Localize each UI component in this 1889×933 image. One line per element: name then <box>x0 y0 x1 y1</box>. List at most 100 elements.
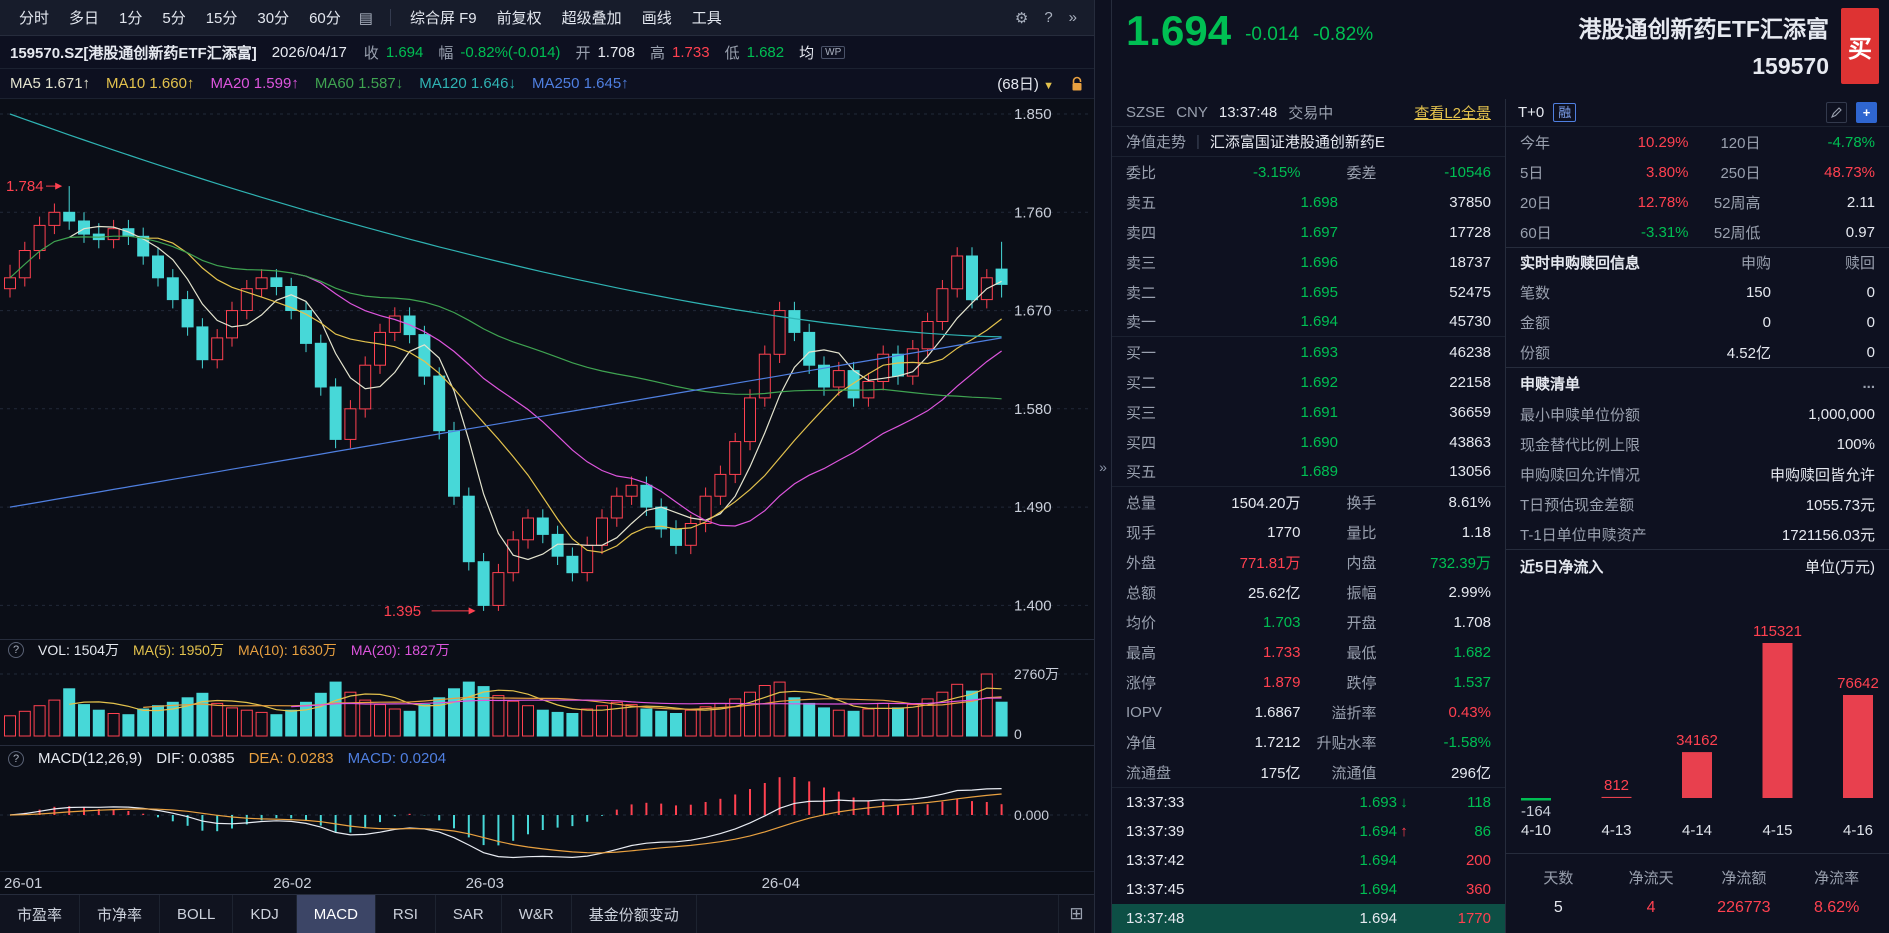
margin-badge[interactable]: 融 <box>1553 103 1577 122</box>
bid-row[interactable]: 买一 1.693 46238 <box>1112 337 1505 367</box>
flow-summary-table: 天数 净流天 净流额 净流率 5 4 226773 8.62% <box>1506 853 1889 923</box>
tab-pb-ratio[interactable]: 市净率 <box>80 895 161 933</box>
tab-boll[interactable]: BOLL <box>160 895 234 933</box>
bid-row[interactable]: 买五 1.689 13056 <box>1112 457 1505 487</box>
svg-text:1.760: 1.760 <box>1014 204 1052 221</box>
period-tab-5min[interactable]: 5分 <box>162 10 186 27</box>
bid-price: 1.690 <box>1300 433 1338 451</box>
ask-volume: 18737 <box>1449 253 1491 271</box>
collapse-panel-handle[interactable]: » <box>1094 0 1112 933</box>
composite-screen-button[interactable]: 综合屏 F9 <box>409 10 477 27</box>
super-overlay-button[interactable]: 超级叠加 <box>561 10 622 27</box>
vol-ma20: MA(20): 1827万 <box>350 642 450 658</box>
high-label: 高 <box>650 44 666 62</box>
period-tab-60min[interactable]: 60分 <box>309 10 341 27</box>
bid-price: 1.689 <box>1300 463 1338 480</box>
period-tab-fenshi[interactable]: 分时 <box>19 10 50 27</box>
ask-volume: 52475 <box>1449 283 1491 301</box>
tab-kdj[interactable]: KDJ <box>233 895 297 933</box>
perf-row: 今年 10.29% 120日 -4.78% <box>1520 133 1875 152</box>
instrument-title-block: 港股通创新药ETF汇添富 159570 <box>1579 8 1829 80</box>
ask-row[interactable]: 卖五 1.698 37850 <box>1112 187 1505 217</box>
subscription-row: 份额 4.52亿 0 <box>1520 343 1875 362</box>
tab-pe-ratio[interactable]: 市盈率 <box>0 895 81 933</box>
stat-row: 流通盘 175亿 流通值 296亿 <box>1126 764 1491 782</box>
chevron-down-icon: ▼ <box>1043 80 1054 92</box>
period-menu-icon[interactable]: ▤ <box>358 9 373 27</box>
tools-button[interactable]: 工具 <box>691 10 722 27</box>
ask-price: 1.698 <box>1300 193 1338 211</box>
tab-sar[interactable]: SAR <box>436 895 502 933</box>
help-icon[interactable]: ? <box>1044 9 1053 26</box>
bid-row[interactable]: 买四 1.690 43863 <box>1112 427 1505 457</box>
period-tab-duori[interactable]: 多日 <box>69 10 100 27</box>
vol-ma10: MA(10): 1630万 <box>237 642 337 658</box>
ask-row[interactable]: 卖一 1.694 45730 <box>1112 307 1505 337</box>
lock-icon[interactable] <box>1070 76 1084 92</box>
market-state: 交易中 <box>1288 105 1334 122</box>
open-label: 开 <box>575 44 591 62</box>
tab-fund-shares[interactable]: 基金份额变动 <box>572 895 697 933</box>
toolbar-more-icon[interactable]: » <box>1068 9 1077 26</box>
add-indicator-icon[interactable]: ⊞ <box>1058 895 1094 933</box>
bid-row[interactable]: 买二 1.692 22158 <box>1112 367 1505 397</box>
x-axis: 26-01 26-02 26-03 26-04 <box>0 871 1094 894</box>
perf-row: 5日 3.80% 250日 48.73% <box>1520 163 1875 182</box>
instrument-name: 港股通创新药ETF汇添富 <box>1578 16 1829 42</box>
settings-gear-icon[interactable]: ⚙ <box>1014 9 1029 27</box>
redemption-list-header: 申赎清单 ... <box>1506 367 1889 399</box>
linked-fund-link[interactable]: 汇添富国证港股通创新药E <box>1209 134 1385 151</box>
macd-help-icon[interactable]: ? <box>8 750 24 767</box>
tab-wr[interactable]: W&R <box>502 895 572 933</box>
more-link[interactable]: ... <box>1862 375 1875 392</box>
forward-adjust-button[interactable]: 前复权 <box>496 10 542 27</box>
macd-chart[interactable]: 0.000 <box>0 771 1094 871</box>
ma10-value: MA10 1.660↑ <box>106 75 195 92</box>
tab-rsi[interactable]: RSI <box>376 895 436 933</box>
wp-indicator-icon[interactable]: WP <box>821 45 846 59</box>
perf-row: 60日 -3.31% 52周低 0.97 <box>1520 223 1875 242</box>
ask-row[interactable]: 卖四 1.697 17728 <box>1112 217 1505 247</box>
toolbar: 分时 多日 1分 5分 15分 30分 60分 ▤ 综合屏 F9 前复权 超级叠… <box>0 0 1094 36</box>
ask-level-label: 卖二 <box>1126 284 1157 302</box>
draw-line-button[interactable]: 画线 <box>641 10 672 27</box>
indicator-tabs: 市盈率 市净率 BOLL KDJ MACD RSI SAR W&R 基金份额变动… <box>0 894 1094 933</box>
subscription-row: 金额 0 0 <box>1520 313 1875 332</box>
svg-text:4-16: 4-16 <box>1843 822 1873 839</box>
period-tab-1min[interactable]: 1分 <box>119 10 143 27</box>
period-tab-30min[interactable]: 30分 <box>257 10 290 27</box>
net-inflow-bar-chart: -164 4-10 812 4-13 34162 4-14 115321 4-15 76642 4… <box>1506 583 1889 853</box>
volume-chart[interactable]: 2760万 0 <box>0 660 1094 745</box>
ask-level-label: 卖四 <box>1126 224 1157 242</box>
stat-row: 总量 1504.20万 换手 8.61% <box>1126 493 1491 512</box>
bid-row[interactable]: 买三 1.691 36659 <box>1112 397 1505 427</box>
buy-button[interactable]: 买 <box>1841 8 1879 84</box>
low-value: 1.682 <box>746 43 785 61</box>
volume-help-icon[interactable]: ? <box>8 642 24 658</box>
visible-range-dropdown[interactable]: (68日) ▼ <box>997 76 1054 93</box>
market-status-bar: SZSE CNY 13:37:48 交易中 查看L2全景 <box>1112 99 1505 127</box>
main-candlestick-chart[interactable]: 1.850 1.760 1.670 1.580 1.490 1.400 1.784 1.395 <box>0 99 1094 639</box>
ask-volume: 45730 <box>1449 313 1491 330</box>
period-tab-15min[interactable]: 15分 <box>205 10 238 27</box>
ask-row[interactable]: 卖三 1.696 18737 <box>1112 247 1505 277</box>
svg-text:1.784: 1.784 <box>6 178 44 195</box>
ask-volume: 17728 <box>1449 223 1491 241</box>
tab-macd[interactable]: MACD <box>296 895 376 933</box>
ask-price: 1.696 <box>1300 253 1338 271</box>
tick-row: 13:37:39 1.694 ↑ 86 <box>1126 823 1491 840</box>
exchange-label: SZSE <box>1126 104 1166 121</box>
bid-volume: 46238 <box>1449 343 1491 361</box>
bid-volume: 22158 <box>1449 373 1491 391</box>
add-to-watchlist-icon[interactable]: + <box>1856 102 1877 123</box>
l2-panorama-link[interactable]: 查看L2全景 <box>1414 105 1491 122</box>
x-axis-label: 26-01 <box>4 875 43 892</box>
redemption-row: 现金替代比例上限 100% <box>1520 435 1875 454</box>
ma250-value: MA250 1.645↑ <box>531 75 629 92</box>
svg-text:1.850: 1.850 <box>1014 106 1052 123</box>
ask-row[interactable]: 卖二 1.695 52475 <box>1112 277 1505 307</box>
edit-icon[interactable] <box>1826 102 1847 123</box>
nav-trend-tab[interactable]: 净值走势 <box>1126 134 1187 151</box>
stat-row: 均价 1.703 开盘 1.708 <box>1126 613 1491 632</box>
weibi-label: 委比 <box>1126 164 1157 182</box>
